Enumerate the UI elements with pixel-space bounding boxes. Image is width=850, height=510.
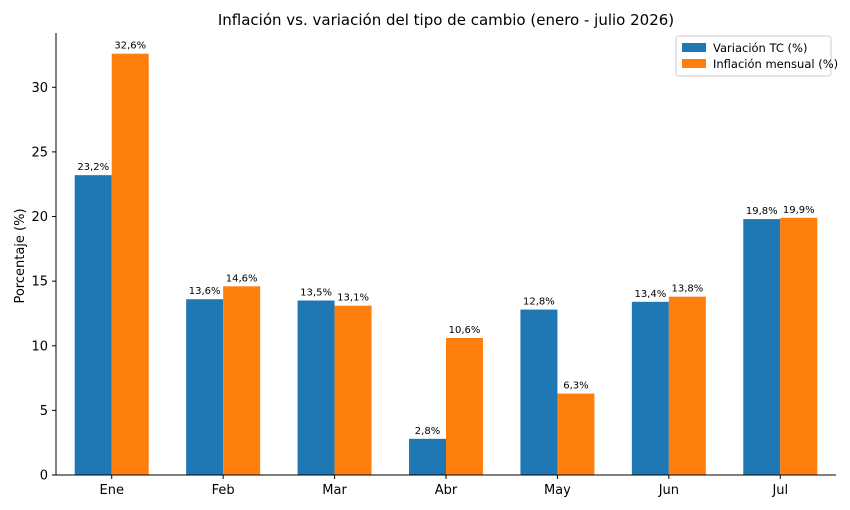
legend-swatch [682,59,706,68]
data-label: 13,5% [300,288,332,299]
x-tick-label: Feb [212,483,235,498]
chart-title: Inflación vs. variación del tipo de camb… [218,11,674,29]
x-tick-label: Jun [658,483,679,498]
x-tick-label: May [544,483,571,498]
legend: Variación TC (%) Inflación mensual (%) [675,35,838,77]
y-tick-label: 20 [31,210,48,225]
bar-inflacion-may [557,393,595,475]
bar-inflacion-jun [668,296,706,475]
bar-labels-group: 23,2% 32,6% 13,6% 14,6% 13,5% 13,1% 2,8% 10,6% 1… [77,41,814,437]
data-label: 12,8% [523,297,555,308]
bar-inflacion-feb [223,286,261,475]
data-label: 13,8% [671,284,703,295]
y-tick-label: 0 [40,469,48,484]
y-tick-label: 15 [31,275,48,290]
data-label: 32,6% [114,41,146,52]
bar-inflacion-jul [780,217,818,475]
data-label: 13,6% [189,286,221,297]
legend-entry: Variación TC (%) [713,41,807,55]
x-tick-label: Abr [435,483,458,498]
x-tick-label: Mar [322,483,347,498]
y-axis-label: Porcentaje (%) [13,208,28,303]
bar-variacion-tc-may [520,309,558,475]
y-tick-label: 10 [31,339,48,354]
y-tick-label: 25 [31,145,48,160]
bar-inflacion-ene [111,53,149,475]
data-label: 23,2% [77,162,109,173]
data-label: 13,4% [634,289,666,300]
legend-box [675,35,832,77]
data-label: 13,1% [337,293,369,304]
x-tick-label: Jul [771,483,788,498]
data-label: 14,6% [226,273,258,284]
bar-inflacion-mar [334,305,372,475]
y-tick-label: 30 [31,81,48,96]
bar-variacion-tc-jul [743,219,781,475]
data-label: 19,9% [783,205,815,216]
axes-group: 0 5 10 15 20 25 30 Ene Feb Mar Abr May Jun Jul [31,33,836,498]
bar-variacion-tc-mar [297,300,335,475]
data-label: 2,8% [415,426,440,437]
bar-variacion-tc-feb [186,299,224,475]
x-tick-label: Ene [99,483,123,498]
bar-variacion-tc-abr [409,438,446,475]
legend-swatch [682,43,706,52]
data-label: 10,6% [449,325,481,336]
y-tick-label: 5 [40,404,48,419]
data-label: 19,8% [746,206,778,217]
data-label: 6,3% [563,381,588,392]
bars-group [74,53,818,475]
bar-inflacion-abr [446,338,483,475]
bar-variacion-tc-jun [631,301,669,475]
legend-entry: Inflación mensual (%) [713,57,838,71]
bar-variacion-tc-ene [74,175,112,475]
